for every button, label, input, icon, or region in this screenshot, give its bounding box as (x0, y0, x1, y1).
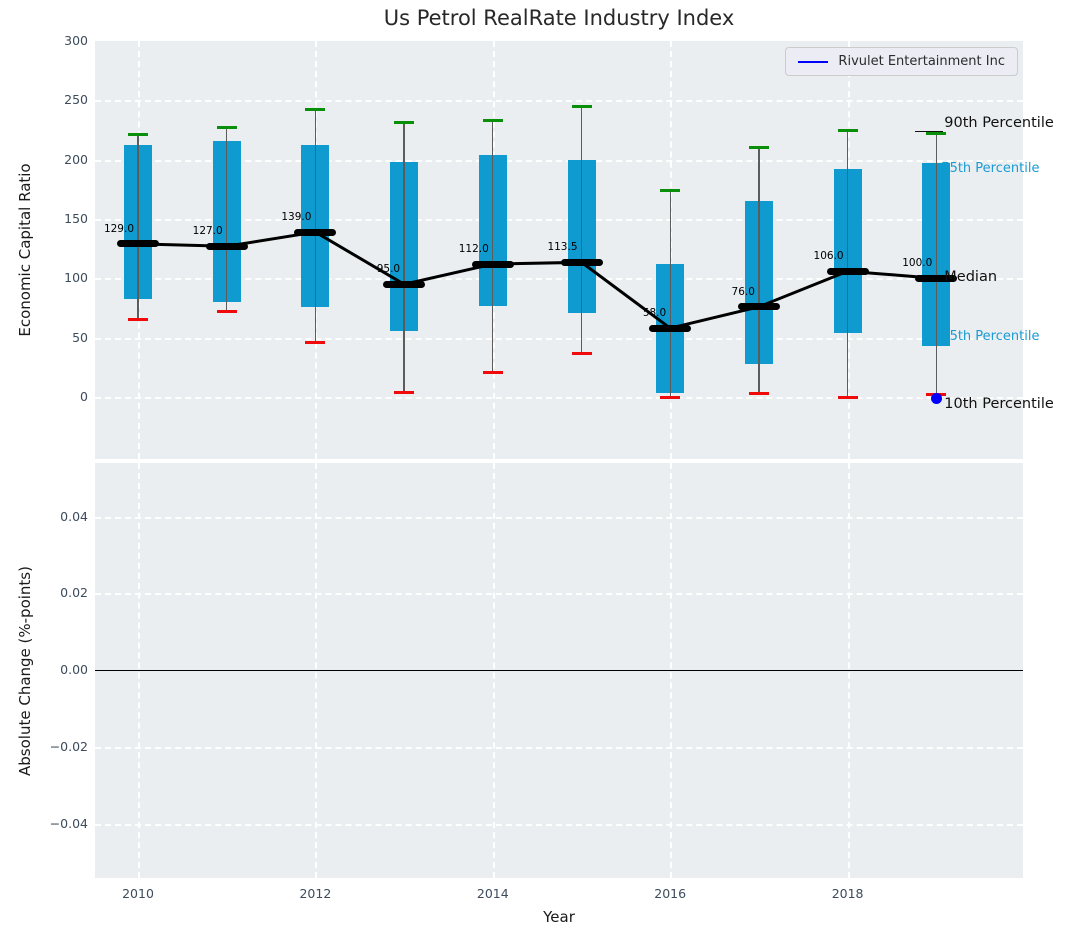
annotation-10th-percentile: 10th Percentile (944, 395, 1054, 412)
median-value-label-2010: 129.0 (103, 222, 134, 235)
whisker-2010 (137, 134, 139, 320)
median-bar-2014 (471, 260, 514, 268)
legend-label: Rivulet Entertainment Inc (838, 54, 1005, 69)
cap-90th-2013 (394, 121, 415, 125)
gridline-horizontal (95, 746, 1023, 749)
median-bar-2011 (205, 242, 248, 250)
annotation-median: Median (944, 269, 998, 286)
median-bar-2013 (383, 280, 426, 288)
ytick-bottom-0.00: 0.00 (60, 662, 88, 677)
annotation-75th-percentile: 75th Percentile (941, 161, 1040, 177)
xtick-2016: 2016 (654, 886, 687, 901)
median-bar-2015 (560, 258, 603, 266)
gridline-horizontal (95, 593, 1023, 596)
ylabel-absolute-change: Absolute Change (%-points) (16, 565, 34, 776)
whisker-2016 (669, 190, 671, 397)
cap-90th-2010 (128, 133, 148, 137)
cap-10th-2016 (660, 395, 681, 399)
gridline-horizontal (95, 100, 1023, 103)
legend-line-sample (798, 60, 829, 63)
cap-10th-2014 (482, 370, 503, 374)
median-value-label-2017: 76.0 (731, 285, 755, 298)
whisker-2013 (403, 122, 405, 393)
median-bar-2012 (294, 228, 337, 236)
whisker-2019 (935, 133, 937, 395)
cap-10th-2010 (128, 318, 148, 322)
axes-economic-capital-ratio: Rivulet Entertainment Inc 129.0 127.0 139.… (95, 41, 1054, 459)
cap-10th-2018 (837, 395, 858, 399)
ytick-top-300: 300 (64, 33, 88, 48)
gridline-horizontal (95, 278, 1023, 281)
cap-90th-2016 (660, 189, 681, 193)
ytick-top-50: 50 (72, 329, 88, 345)
annotation-25th-percentile: 25th Percentile (941, 328, 1040, 344)
xtick-2010: 2010 (122, 886, 154, 901)
median-bar-2019 (915, 274, 958, 282)
gridline-horizontal (95, 516, 1023, 519)
gridline-vertical (670, 41, 673, 459)
cap-90th-2017 (748, 146, 769, 150)
ytick-bottom-0.02: 0.02 (60, 585, 88, 601)
chart-title: Us Petrol RealRate Industry Index (383, 6, 735, 30)
zero-reference-line (95, 670, 1023, 671)
cap-10th-2017 (748, 391, 769, 395)
median-value-label-2012: 139.0 (281, 211, 312, 224)
median-bar-2018 (826, 267, 869, 275)
xlabel-year: Year (543, 908, 575, 926)
annotation-90th-percentile: 90th Percentile (944, 114, 1054, 131)
ytick-bottom-−0.04: −0.04 (49, 815, 88, 831)
whisker-2015 (580, 106, 583, 354)
cap-90th-2018 (837, 128, 858, 132)
gridline-horizontal (95, 159, 1023, 162)
xtick-2014: 2014 (476, 886, 509, 901)
median-bar-2016 (649, 324, 692, 332)
ylabel-economic-capital-ratio: Economic Capital Ratio (16, 163, 34, 337)
whisker-2014 (492, 120, 494, 373)
median-bar-2010 (117, 240, 159, 248)
axes-absolute-change (95, 463, 1023, 878)
gridline-horizontal (95, 219, 1023, 221)
median-value-label-2014: 112.0 (458, 243, 489, 256)
legend: Rivulet Entertainment Inc (785, 47, 1018, 76)
cap-10th-2015 (571, 351, 592, 355)
gridline-horizontal (95, 823, 1023, 826)
ytick-top-250: 250 (64, 92, 88, 108)
ytick-top-150: 150 (64, 211, 88, 226)
median-value-label-2019: 100.0 (902, 257, 933, 270)
cap-90th-2019 (926, 132, 947, 136)
gridline-horizontal (95, 397, 1023, 399)
xtick-2018: 2018 (831, 886, 864, 901)
whisker-2011 (226, 127, 228, 312)
ytick-bottom-0.04: 0.04 (60, 508, 88, 524)
median-value-label-2018: 106.0 (813, 250, 844, 263)
median-value-label-2011: 127.0 (192, 225, 223, 238)
whisker-2012 (314, 109, 317, 343)
ytick-bottom-−0.02: −0.02 (49, 738, 88, 754)
ytick-top-100: 100 (64, 270, 88, 286)
cap-10th-2013 (394, 390, 415, 394)
whisker-2017 (758, 147, 760, 394)
xtick-2012: 2012 (299, 886, 332, 901)
cap-10th-2012 (305, 340, 326, 344)
ytick-top-0: 0 (80, 389, 88, 404)
annotation-leader-90th (915, 130, 944, 132)
whisker-2018 (846, 130, 849, 397)
cap-90th-2015 (571, 104, 592, 108)
company-data-point (930, 392, 942, 404)
gridline-horizontal (95, 337, 1023, 340)
cap-90th-2012 (305, 108, 326, 112)
cap-90th-2011 (216, 126, 237, 130)
median-value-label-2016: 58.0 (642, 307, 667, 320)
median-value-label-2015: 113.5 (547, 241, 578, 254)
median-trend-line (137, 230, 937, 330)
ytick-top-200: 200 (64, 151, 88, 167)
median-bar-2017 (737, 303, 780, 311)
cap-10th-2011 (216, 310, 237, 314)
cap-90th-2014 (482, 119, 503, 122)
median-value-label-2013: 95.0 (376, 263, 401, 276)
